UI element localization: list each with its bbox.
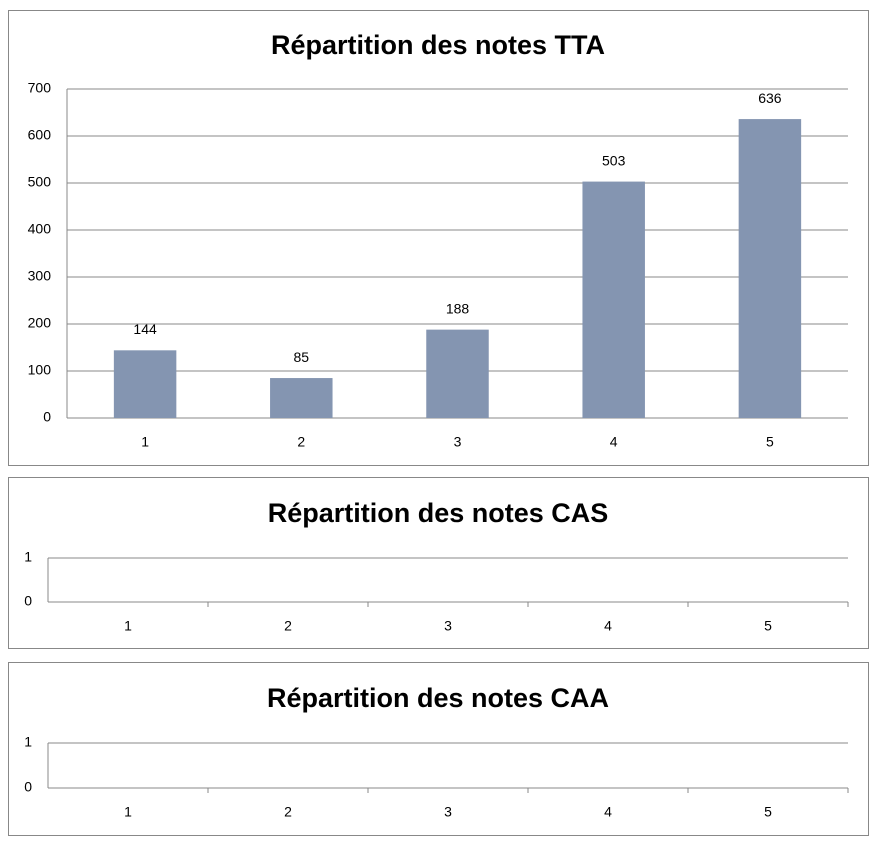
x-tick-label: 3	[444, 618, 452, 634]
bar	[738, 119, 802, 418]
x-tick-label: 5	[764, 618, 772, 634]
x-tick-label: 4	[604, 804, 612, 820]
x-tick-label: 5	[766, 434, 774, 450]
y-tick-label: 1	[24, 734, 32, 750]
bar	[270, 378, 333, 418]
x-tick-label: 2	[284, 804, 292, 820]
y-tick-label: 700	[28, 80, 52, 96]
y-tick-label: 200	[28, 315, 52, 331]
y-tick-label: 0	[24, 779, 32, 795]
data-label: 188	[446, 300, 470, 316]
y-tick-label: 300	[28, 268, 52, 284]
y-tick-label: 0	[24, 593, 32, 609]
y-tick-label: 0	[43, 409, 51, 425]
y-tick-label: 100	[28, 362, 52, 378]
x-tick-label: 4	[604, 618, 612, 634]
chart-title: Répartition des notes CAS	[268, 498, 609, 528]
chart-frame	[8, 10, 869, 466]
data-label: 636	[758, 90, 782, 106]
y-tick-label: 400	[28, 221, 52, 237]
x-tick-label: 2	[284, 618, 292, 634]
x-tick-label: 1	[124, 804, 132, 820]
chart-title: Répartition des notes TTA	[271, 30, 605, 60]
x-tick-label: 3	[444, 804, 452, 820]
x-tick-label: 2	[297, 434, 305, 450]
y-tick-label: 500	[28, 174, 52, 190]
x-tick-label: 1	[124, 618, 132, 634]
data-label: 503	[602, 152, 626, 168]
x-tick-label: 4	[610, 434, 618, 450]
chart-title: Répartition des notes CAA	[267, 683, 609, 713]
data-label: 144	[133, 321, 157, 337]
x-tick-label: 5	[764, 804, 772, 820]
y-tick-label: 600	[28, 127, 52, 143]
bar	[426, 329, 489, 418]
bar	[113, 350, 177, 418]
x-tick-label: 1	[141, 434, 149, 450]
x-tick-label: 3	[454, 434, 462, 450]
chart-frame	[8, 477, 869, 649]
data-label: 85	[294, 349, 310, 365]
chart-frame	[8, 662, 869, 836]
bar	[582, 181, 645, 418]
y-tick-label: 1	[24, 549, 32, 565]
